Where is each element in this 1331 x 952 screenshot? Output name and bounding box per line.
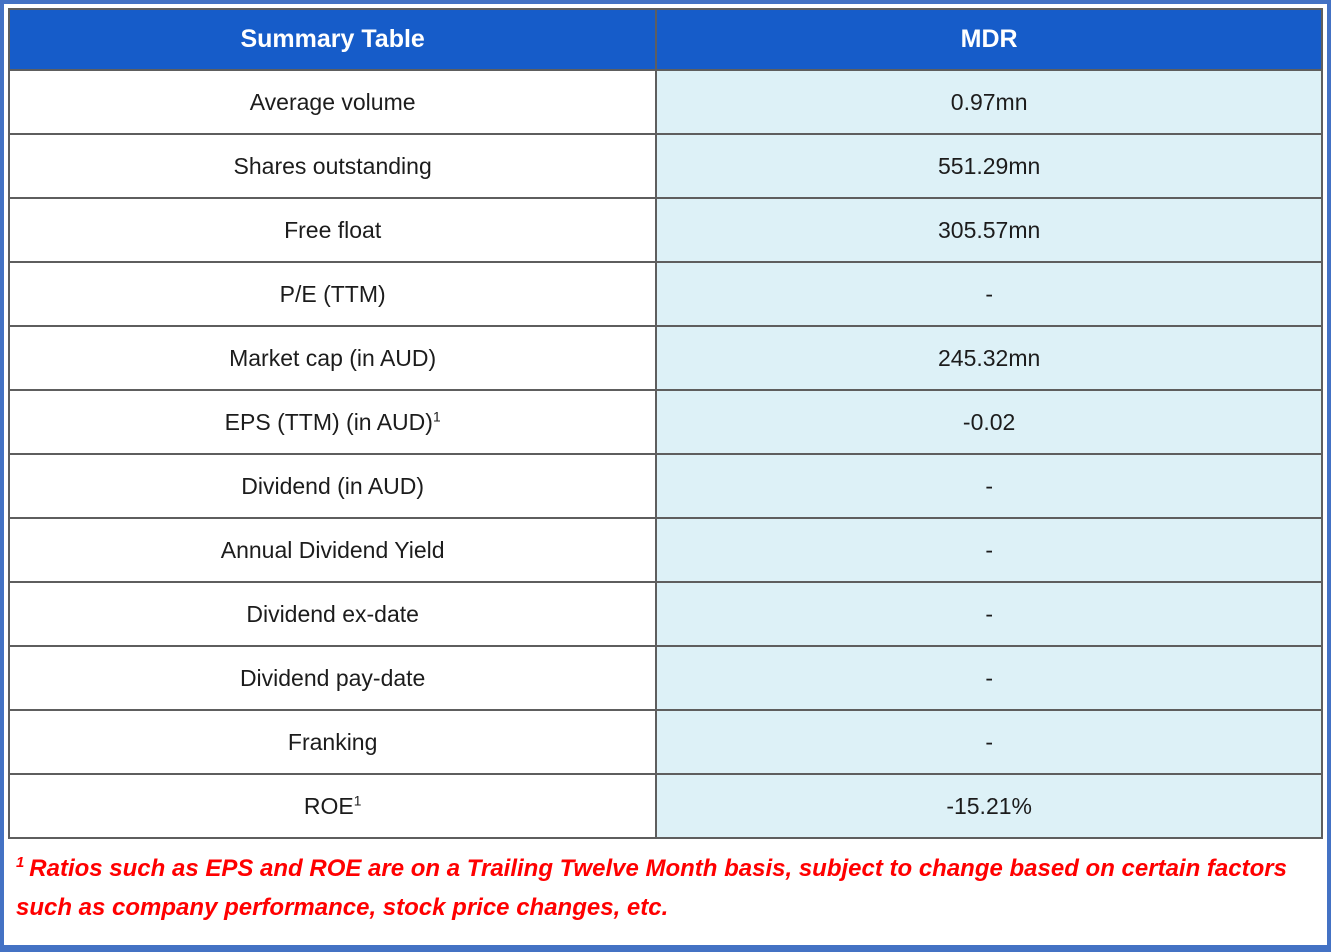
table-body: Average volume 0.97mn Shares outstanding 55… bbox=[7, 69, 1323, 839]
row-label: Dividend pay-date bbox=[7, 645, 658, 711]
table-row: P/E (TTM) - bbox=[7, 261, 1323, 327]
table-row: Shares outstanding 551.29mn bbox=[7, 133, 1323, 199]
row-label-superscript: 1 bbox=[432, 408, 441, 424]
row-value: 0.97mn bbox=[655, 69, 1323, 135]
summary-table: Summary Table MDR Average volume 0.97mn Sh… bbox=[7, 8, 1323, 839]
row-value: - bbox=[655, 261, 1323, 327]
header-cell-summary-table: Summary Table bbox=[7, 8, 658, 71]
footnote-text: Ratios such as EPS and ROE are on a Trai… bbox=[16, 855, 1287, 921]
row-label-superscript: 1 bbox=[353, 792, 362, 808]
table-row: Average volume 0.97mn bbox=[7, 69, 1323, 135]
row-value: -0.02 bbox=[655, 389, 1323, 455]
table-row: EPS (TTM) (in AUD)1 -0.02 bbox=[7, 389, 1323, 455]
table-row: Market cap (in AUD) 245.32mn bbox=[7, 325, 1323, 391]
row-value: 551.29mn bbox=[655, 133, 1323, 199]
row-value: - bbox=[655, 645, 1323, 711]
row-value: - bbox=[655, 709, 1323, 775]
row-label: P/E (TTM) bbox=[7, 261, 658, 327]
row-value: - bbox=[655, 453, 1323, 519]
row-value: 245.32mn bbox=[655, 325, 1323, 391]
row-label: Free float bbox=[7, 197, 658, 263]
table-row: Annual Dividend Yield - bbox=[7, 517, 1323, 583]
row-label: Dividend ex-date bbox=[7, 581, 658, 647]
table-row: Dividend (in AUD) - bbox=[7, 453, 1323, 519]
row-value: 305.57mn bbox=[655, 197, 1323, 263]
row-label: Franking bbox=[7, 709, 658, 775]
row-label: EPS (TTM) (in AUD)1 bbox=[7, 389, 658, 455]
header-row: Summary Table MDR bbox=[7, 8, 1323, 71]
row-value: - bbox=[655, 517, 1323, 583]
row-label: Average volume bbox=[7, 69, 658, 135]
footnote: 1 Ratios such as EPS and ROE are on a Tra… bbox=[8, 839, 1323, 933]
table-row: Dividend ex-date - bbox=[7, 581, 1323, 647]
row-value: -15.21% bbox=[655, 773, 1323, 839]
row-label: Dividend (in AUD) bbox=[7, 453, 658, 519]
table-row: Franking - bbox=[7, 709, 1323, 775]
header-cell-ticker: MDR bbox=[655, 8, 1323, 71]
table-header: Summary Table MDR bbox=[7, 8, 1323, 71]
row-label: Annual Dividend Yield bbox=[7, 517, 658, 583]
row-label: ROE1 bbox=[7, 773, 658, 839]
row-label: Market cap (in AUD) bbox=[7, 325, 658, 391]
table-row: Dividend pay-date - bbox=[7, 645, 1323, 711]
table-row: ROE1 -15.21% bbox=[7, 773, 1323, 839]
row-value: - bbox=[655, 581, 1323, 647]
footnote-superscript: 1 bbox=[16, 855, 25, 871]
row-label: Shares outstanding bbox=[7, 133, 658, 199]
table-row: Free float 305.57mn bbox=[7, 197, 1323, 263]
